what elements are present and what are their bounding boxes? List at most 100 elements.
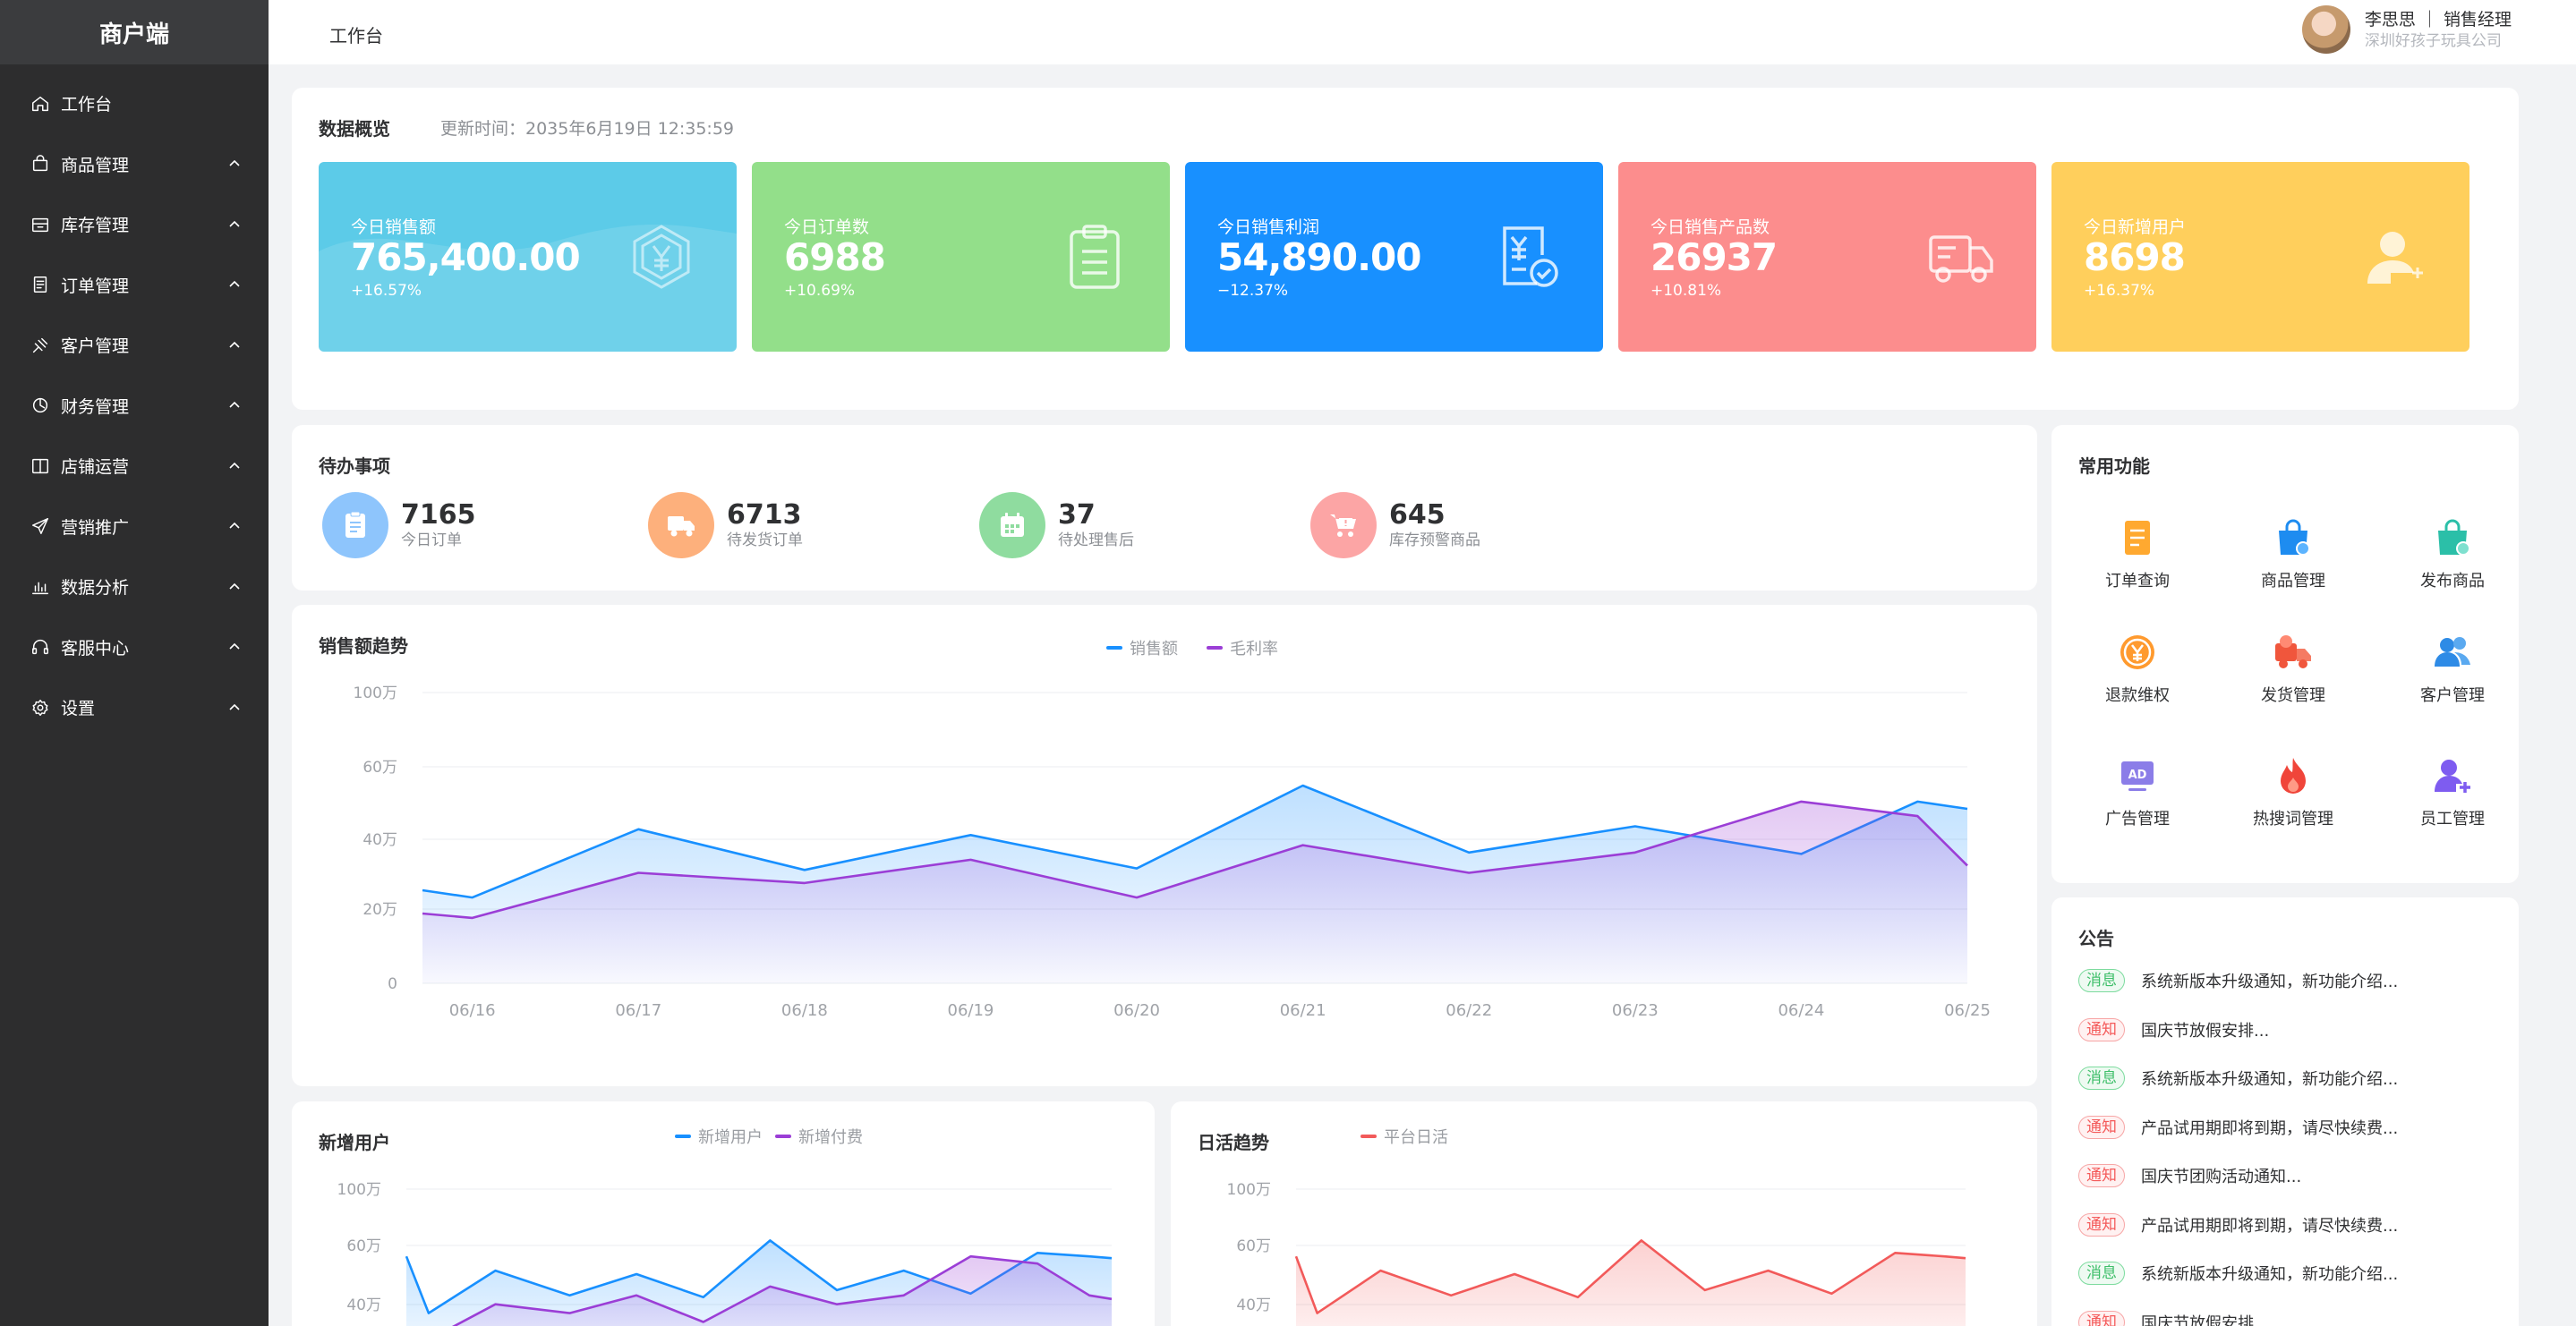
sidebar-menu: 工作台 商品管理 库存管理 订单管理 客户管理财务管理店铺运营营销推广数据分析客服中心设… [0, 73, 269, 738]
stat-label: 今日销售利润 [1217, 217, 1320, 237]
sidebar-item-8[interactable]: 数据分析 [0, 557, 269, 617]
ad-icon: AD [2066, 754, 2209, 797]
stat-label: 今日订单数 [784, 217, 870, 237]
update-time: 更新时间：2035年6月19日 12:35:59 [440, 119, 734, 139]
sidebar-item-label: 财务管理 [61, 396, 130, 417]
daily-active-card: 日活趋势 100万 60万 40万 平台日活 [1171, 1101, 2037, 1326]
notice-item[interactable]: 通知 产品试用期即将到期，请尽快续费... [2078, 1115, 2398, 1139]
quick-order-query[interactable]: 订单查询 [2066, 516, 2209, 591]
daily-active-title: 日活趋势 [1198, 1132, 1269, 1153]
stat-value: 8698 [2084, 235, 2186, 279]
legend-swatch [775, 1135, 791, 1138]
notice-tag: 通知 [2078, 1212, 2125, 1237]
notice-text: 国庆节放假安排... [2141, 1313, 2270, 1326]
stat-card-3[interactable]: 今日销售产品数 26937 +10.81% [1618, 162, 2036, 352]
todo-title: 待办事项 [319, 455, 390, 477]
quick-product-manage[interactable]: 商品管理 [2222, 516, 2365, 591]
stat-card-4[interactable]: 今日新增用户 8698 +16.37% [2051, 162, 2469, 352]
avatar[interactable] [2301, 5, 2350, 54]
stat-change: +10.81% [1651, 282, 1722, 300]
customers-icon [2381, 631, 2524, 674]
sidebar-item-4[interactable]: 客户管理 [0, 315, 269, 376]
sidebar-item-6[interactable]: 店铺运营 [0, 436, 269, 497]
sidebar-item-9[interactable]: 客服中心 [0, 617, 269, 678]
todo-item-3[interactable]: 645 库存预警商品 [1310, 492, 1480, 558]
notice-item[interactable]: 通知 国庆节放假安排... [2078, 1310, 2270, 1326]
y-tick-label: 100万 [354, 684, 397, 702]
notice-tag: 通知 [2078, 1310, 2125, 1326]
notice-item[interactable]: 通知 产品试用期即将到期，请尽快续费... [2078, 1212, 2398, 1237]
chart-icon [30, 577, 61, 597]
todo-value: 6713 [727, 499, 802, 531]
sidebar: 商户端 工作台 商品管理 库存管理 订单管理 客户管理 财务管理 店铺运营 营销推广 数据分析客… [0, 0, 269, 1326]
notice-item[interactable]: 消息 系统新版本升级通知，新功能介绍... [2078, 1262, 2398, 1285]
y-tick-label: 60万 [346, 1237, 381, 1255]
quick-shipping[interactable]: 发货管理 [2222, 631, 2365, 706]
stat-card-0[interactable]: 今日销售额 765,400.00 +16.57% [319, 162, 737, 352]
notice-item[interactable]: 通知 国庆节团购活动通知... [2078, 1164, 2301, 1187]
stat-value: 6988 [784, 235, 886, 279]
chevron-up-icon [227, 701, 242, 715]
yen-hexagon-icon [626, 221, 697, 293]
quick-ad[interactable]: AD 广告管理 [2066, 754, 2209, 829]
legend-label: 平台日活 [1384, 1128, 1448, 1147]
series-line [451, 1254, 1113, 1326]
quick-fire[interactable]: 热搜词管理 [2222, 754, 2365, 829]
quick-staff-add[interactable]: 员工管理 [2381, 754, 2524, 829]
chevron-up-icon [227, 519, 242, 533]
cart-warning-icon [1310, 492, 1377, 558]
legend-swatch [1207, 646, 1223, 650]
todo-item-0[interactable]: 7165 今日订单 [322, 492, 476, 558]
notice-item[interactable]: 消息 系统新版本升级通知，新功能介绍... [2078, 1067, 2398, 1090]
x-tick-label: 06/19 [948, 1001, 994, 1020]
series-area [1296, 1240, 1966, 1326]
quick-label: 广告管理 [2105, 810, 2170, 829]
product-manage-icon [2222, 516, 2365, 559]
sidebar-item-7[interactable]: 营销推广 [0, 497, 269, 557]
customer-icon [30, 336, 61, 355]
stat-card-2[interactable]: 今日销售利润 54,890.00 −12.37% [1185, 162, 1603, 352]
todo-item-1[interactable]: 6713 待发货订单 [648, 492, 803, 558]
todo-item-2[interactable]: 37 待处理售后 [979, 492, 1134, 558]
chevron-up-icon [227, 640, 242, 654]
sales-trend-title: 销售额趋势 [319, 635, 408, 657]
user-profile[interactable]: 李思思 ｜ 销售经理 深圳好孩子玩具公司 [2301, 5, 2512, 54]
quick-functions-title: 常用功能 [2078, 455, 2150, 477]
sidebar-item-10[interactable]: 设置 [0, 677, 269, 738]
breadcrumb[interactable]: 工作台 [329, 25, 383, 47]
new-users-card: 新增用户 100万 60万 40万 新增用户 新增付费 [292, 1101, 1155, 1326]
stat-label: 今日销售额 [351, 217, 437, 237]
todo-label: 库存预警商品 [1389, 531, 1480, 549]
notice-item[interactable]: 通知 国庆节放假安排... [2078, 1017, 2269, 1041]
finance-icon [30, 395, 61, 415]
staff-add-icon [2381, 754, 2524, 797]
sidebar-item-label: 店铺运营 [61, 457, 130, 478]
sidebar-item-label: 数据分析 [61, 578, 130, 599]
sidebar-item-2[interactable]: 库存管理 [0, 194, 269, 255]
quick-refund[interactable]: 退款维权 [2066, 631, 2209, 706]
notice-item[interactable]: 消息 系统新版本升级通知，新功能介绍... [2078, 969, 2398, 992]
new-users-chart: 100万 60万 40万 新增用户 新增付费 [337, 1128, 1113, 1326]
sidebar-item-label: 客服中心 [61, 638, 130, 659]
quick-label: 订单查询 [2105, 572, 2170, 591]
todo-card: 待办事项 7165 今日订单 6713 待发货订单 37 待处理售后 645 库存预警商品 [292, 425, 2037, 591]
series-line [422, 800, 1968, 920]
sidebar-item-0[interactable]: 工作台 [0, 73, 269, 134]
sidebar-item-5[interactable]: 财务管理 [0, 376, 269, 437]
stat-card-1[interactable]: 今日订单数 6988 +10.69% [752, 162, 1170, 352]
stat-change: −12.37% [1217, 282, 1289, 300]
store-icon [30, 456, 61, 476]
headset-icon [30, 637, 61, 657]
sidebar-item-1[interactable]: 商品管理 [0, 134, 269, 195]
clipboard-icon [1059, 221, 1130, 293]
stat-change: +16.37% [2084, 282, 2155, 300]
chevron-up-icon [227, 157, 242, 171]
x-tick-label: 06/24 [1778, 1001, 1824, 1020]
notice-text: 系统新版本升级通知，新功能介绍... [2141, 1265, 2399, 1284]
quick-publish-product[interactable]: 发布商品 [2381, 516, 2524, 591]
quick-customers[interactable]: 客户管理 [2381, 631, 2524, 706]
sidebar-item-3[interactable]: 订单管理 [0, 255, 269, 316]
wave-decoration [319, 225, 737, 352]
chevron-up-icon [227, 398, 242, 412]
notice-tag: 通知 [2078, 1115, 2125, 1139]
